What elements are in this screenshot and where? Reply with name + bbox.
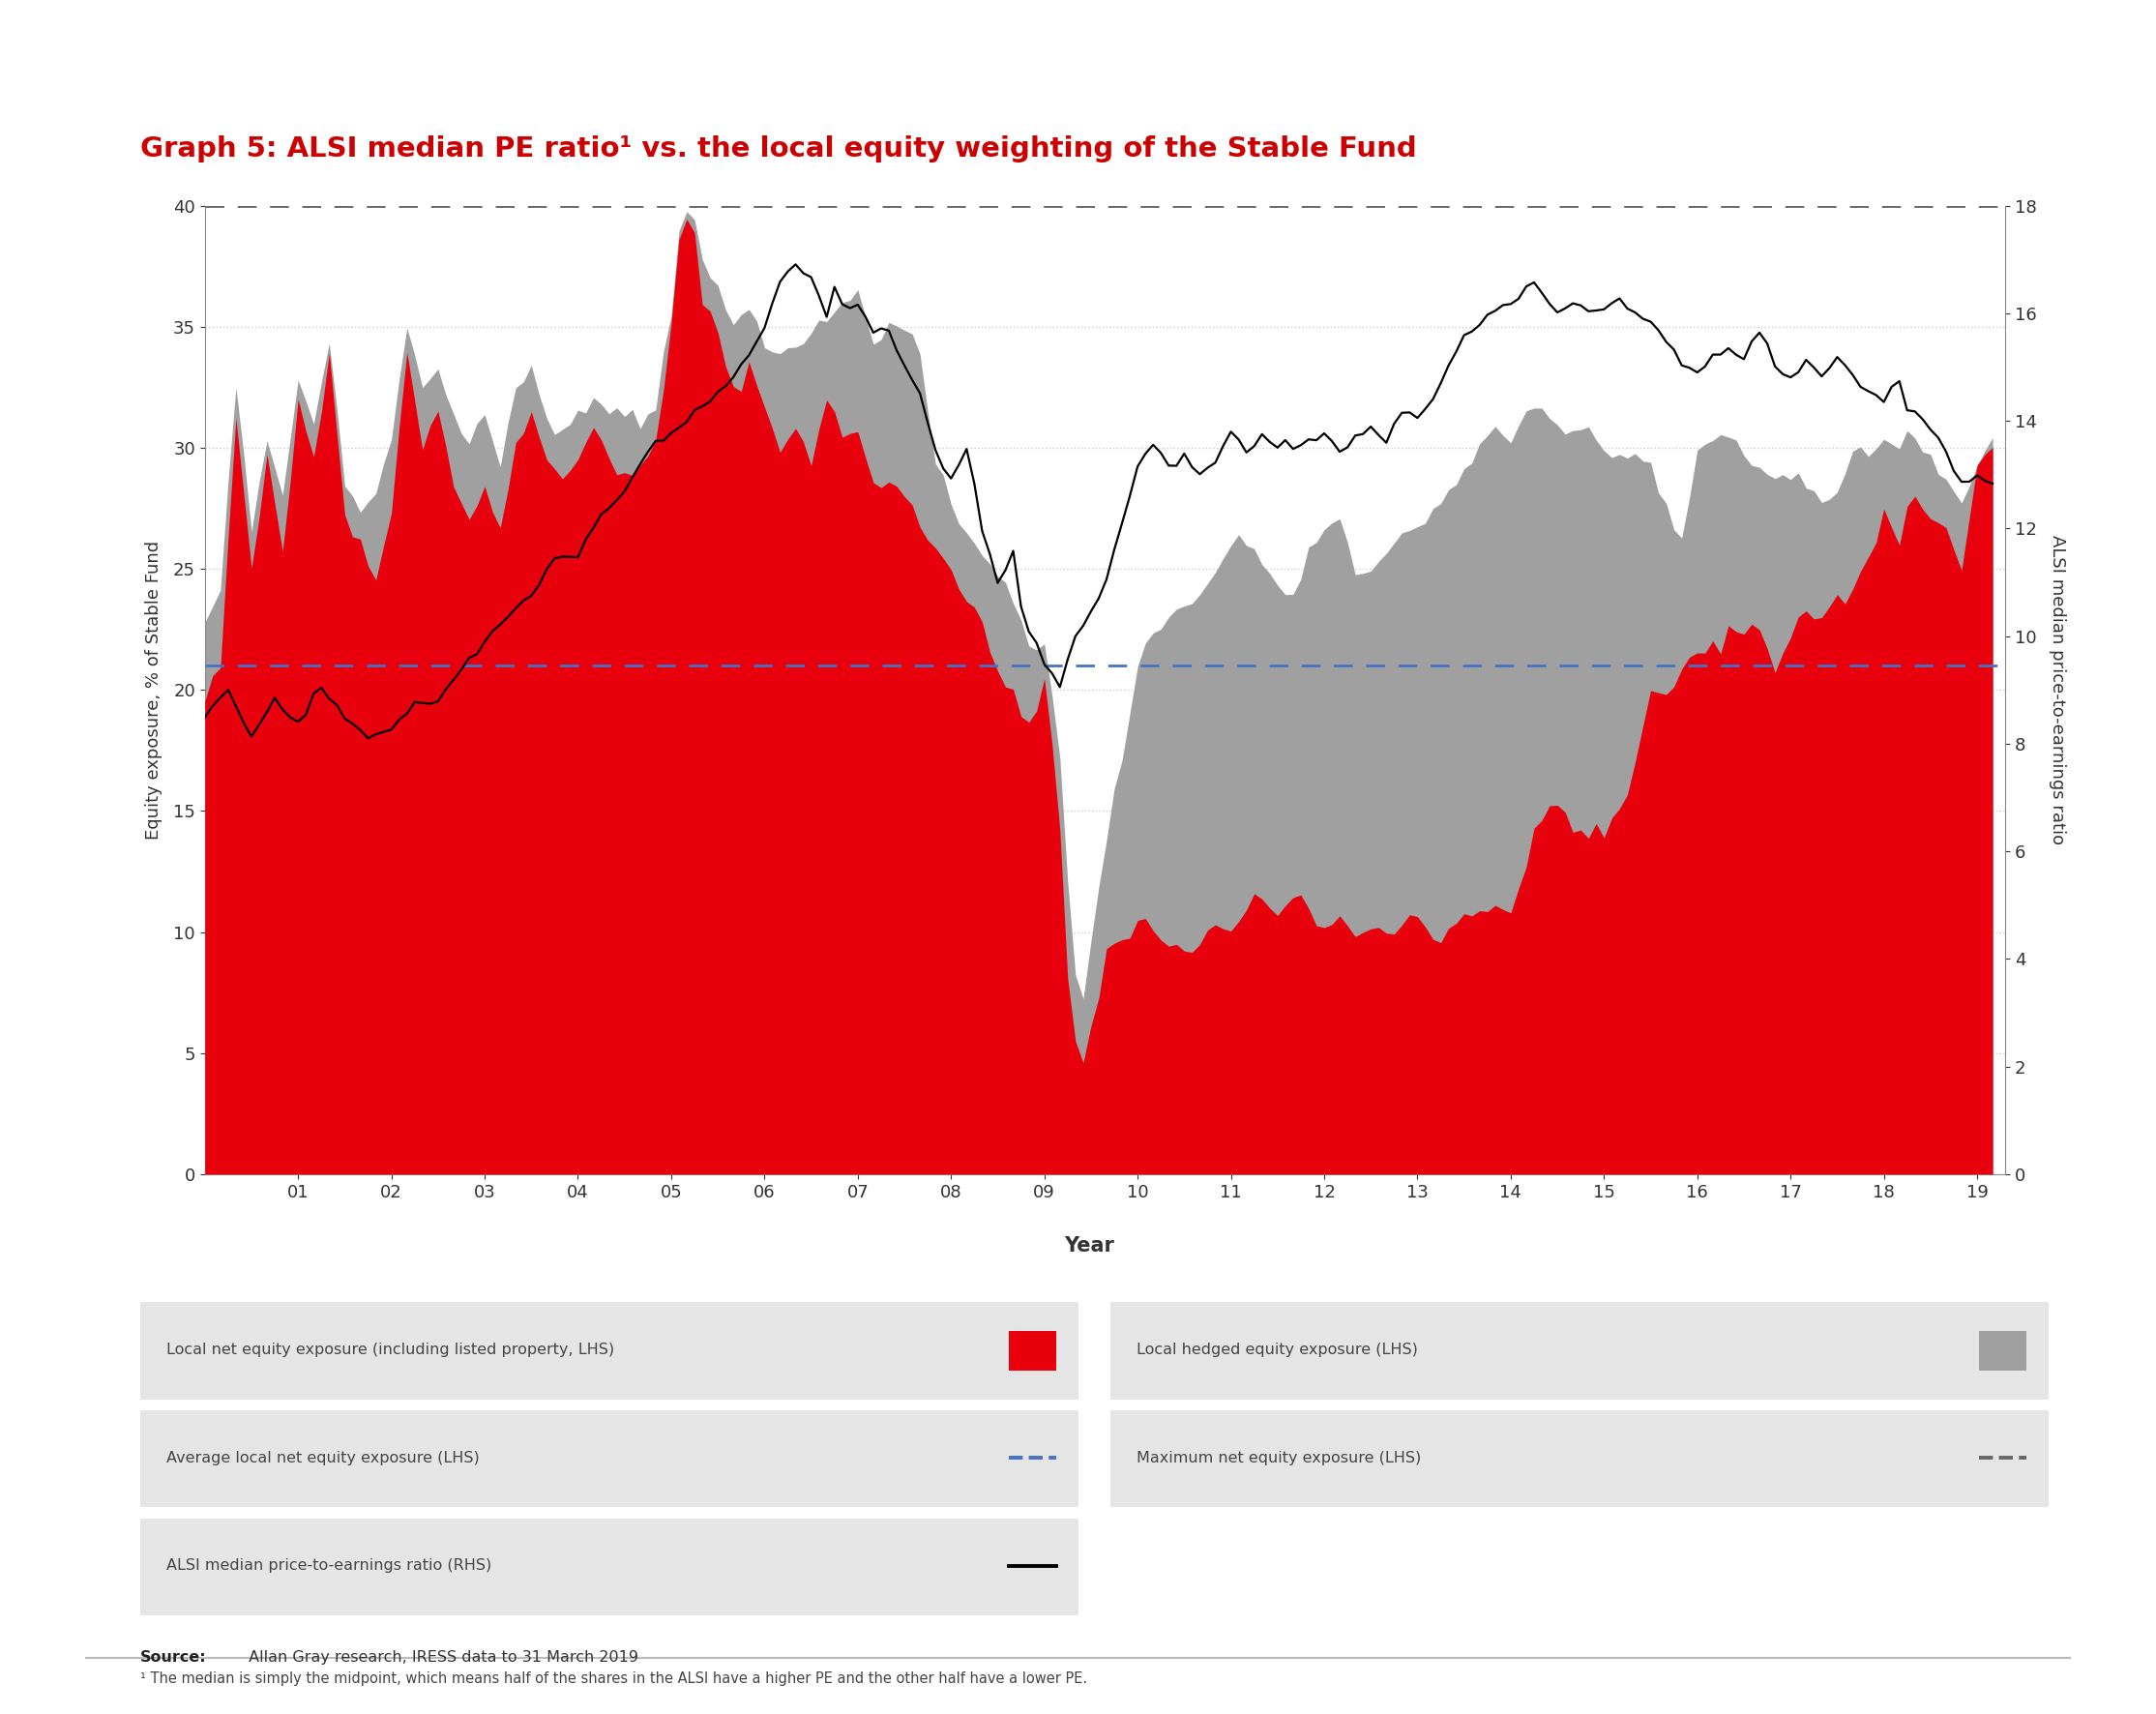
- Text: Local net equity exposure (including listed property, LHS): Local net equity exposure (including lis…: [166, 1342, 614, 1357]
- Text: ¹ The median is simply the midpoint, which means half of the shares in the ALSI : ¹ The median is simply the midpoint, whi…: [140, 1671, 1087, 1685]
- Y-axis label: ALSI median price-to-earnings ratio: ALSI median price-to-earnings ratio: [2048, 535, 2065, 845]
- Text: Average local net equity exposure (LHS): Average local net equity exposure (LHS): [166, 1450, 479, 1465]
- Y-axis label: Equity exposure, % of Stable Fund: Equity exposure, % of Stable Fund: [144, 540, 162, 840]
- Text: Graph 5: ALSI median PE ratio¹ vs. the local equity weighting of the Stable Fund: Graph 5: ALSI median PE ratio¹ vs. the l…: [140, 135, 1416, 163]
- Text: Source:: Source:: [140, 1651, 207, 1664]
- Text: Year: Year: [1063, 1236, 1115, 1256]
- Text: Maximum net equity exposure (LHS): Maximum net equity exposure (LHS): [1136, 1450, 1421, 1465]
- Text: ALSI median price-to-earnings ratio (RHS): ALSI median price-to-earnings ratio (RHS…: [166, 1558, 492, 1573]
- Text: Local hedged equity exposure (LHS): Local hedged equity exposure (LHS): [1136, 1342, 1416, 1357]
- Text: Allan Gray research, IRESS data to 31 March 2019: Allan Gray research, IRESS data to 31 Ma…: [244, 1651, 638, 1664]
